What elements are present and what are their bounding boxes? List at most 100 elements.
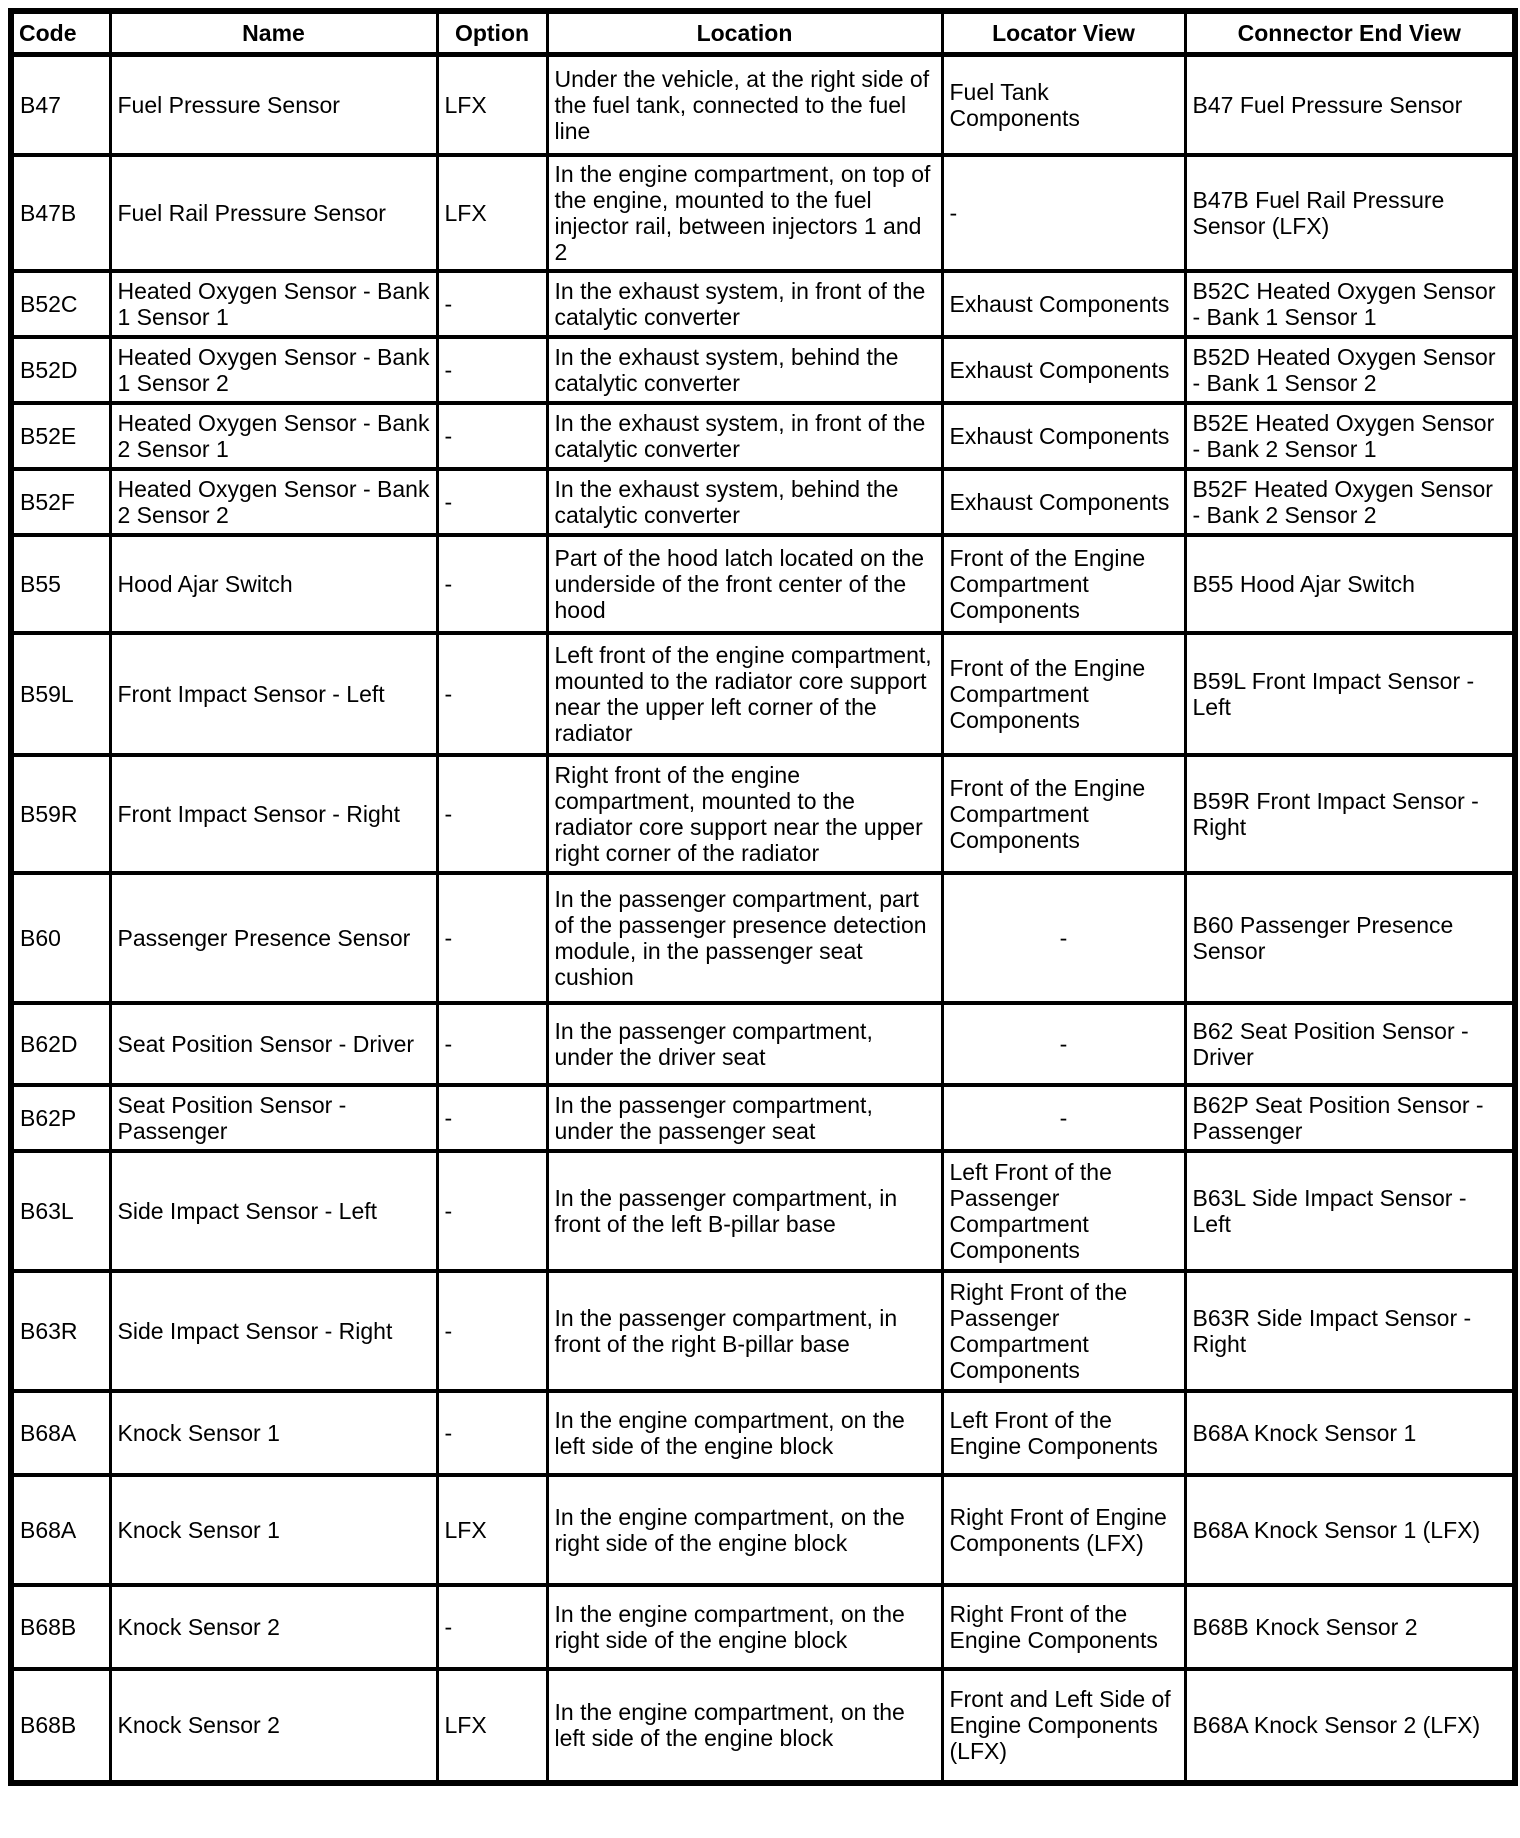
name-cell: Heated Oxygen Sensor - Bank 2 Sensor 2: [108, 466, 439, 537]
connector-end-view-cell: B59R Front Impact Sensor - Right: [1183, 752, 1517, 875]
option-cell: -: [435, 1082, 549, 1153]
option-cell: -: [435, 268, 549, 339]
connector-end-view-cell: B60 Passenger Presence Sensor: [1183, 870, 1517, 1005]
option-cell: -: [435, 334, 549, 405]
table-row: B47 Fuel Pressure Sensor LFX Under the vehi…: [9, 52, 1517, 157]
name-cell: Seat Position Sensor - Passenger: [108, 1082, 439, 1153]
location-cell: In the engine compartment, on top of the…: [545, 152, 944, 273]
name-cell: Side Impact Sensor - Right: [108, 1268, 439, 1393]
location-cell: Right front of the engine compartment, m…: [545, 752, 944, 875]
locator-view-cell: Right Front of Engine Components (LFX): [940, 1472, 1187, 1587]
option-cell: -: [435, 532, 549, 635]
locator-view-cell: -: [940, 1082, 1187, 1153]
connector-end-view-cell: B55 Hood Ajar Switch: [1183, 532, 1517, 635]
table-row: B52D Heated Oxygen Sensor - Bank 1 Sensor…: [9, 334, 1517, 405]
code-cell: B62P: [9, 1082, 112, 1153]
column-header-code: Code: [9, 9, 112, 57]
name-cell: Fuel Pressure Sensor: [108, 52, 439, 157]
option-cell: -: [435, 1582, 549, 1671]
table-row: B52E Heated Oxygen Sensor - Bank 2 Sensor…: [9, 400, 1517, 471]
connector-end-view-cell: B63R Side Impact Sensor - Right: [1183, 1268, 1517, 1393]
location-cell: In the passenger compartment, part of th…: [545, 870, 944, 1005]
location-cell: In the exhaust system, behind the cataly…: [545, 334, 944, 405]
table-row: B68B Knock Sensor 2- In the engine compart…: [9, 1582, 1517, 1671]
locator-view-cell: -: [940, 152, 1187, 273]
connector-end-view-cell: B62 Seat Position Sensor - Driver: [1183, 1000, 1517, 1087]
code-cell: B68B: [9, 1666, 112, 1785]
locator-view-cell: Exhaust Components: [940, 400, 1187, 471]
locator-view-cell: Exhaust Components: [940, 466, 1187, 537]
option-cell: LFX: [435, 1472, 549, 1587]
code-cell: B52E: [9, 400, 112, 471]
option-cell: LFX: [435, 52, 549, 157]
name-cell: Knock Sensor 2: [108, 1582, 439, 1671]
option-cell: -: [435, 752, 549, 875]
column-header-location: Location: [545, 9, 944, 57]
connector-end-view-cell: B52D Heated Oxygen Sensor - Bank 1 Senso…: [1183, 334, 1517, 405]
connector-end-view-cell: B52C Heated Oxygen Sensor - Bank 1 Senso…: [1183, 268, 1517, 339]
code-cell: B68A: [9, 1388, 112, 1477]
sensor-connector-table: Code Name Option Location Locator View C…: [8, 8, 1518, 1786]
option-cell: -: [435, 1000, 549, 1087]
table-body: B47 Fuel Pressure Sensor LFX Under the vehi…: [9, 52, 1517, 1785]
table-row: B59L Front Impact Sensor - Left - Left fron…: [9, 630, 1517, 757]
name-cell: Fuel Rail Pressure Sensor: [108, 152, 439, 273]
column-header-name: Name: [108, 9, 439, 57]
name-cell: Knock Sensor 1: [108, 1472, 439, 1587]
table-row: B68A Knock Sensor 1- In the engine compart…: [9, 1388, 1517, 1477]
option-cell: -: [435, 1148, 549, 1273]
column-header-option: Option: [435, 9, 549, 57]
connector-end-view-cell: B63L Side Impact Sensor - Left: [1183, 1148, 1517, 1273]
locator-view-cell: Exhaust Components: [940, 334, 1187, 405]
option-cell: -: [435, 870, 549, 1005]
code-cell: B59R: [9, 752, 112, 875]
connector-end-view-cell: B68A Knock Sensor 2 (LFX): [1183, 1666, 1517, 1785]
option-cell: -: [435, 400, 549, 471]
locator-view-cell: Front of the Engine Compartment Componen…: [940, 752, 1187, 875]
locator-view-cell: Front of the Engine Compartment Componen…: [940, 532, 1187, 635]
name-cell: Knock Sensor 1: [108, 1388, 439, 1477]
code-cell: B55: [9, 532, 112, 635]
option-cell: -: [435, 1388, 549, 1477]
name-cell: Passenger Presence Sensor: [108, 870, 439, 1005]
table-row: B63R Side Impact Sensor - Right - In the pa…: [9, 1268, 1517, 1393]
table-row: B62P Seat Position Sensor - Passenger - In …: [9, 1082, 1517, 1153]
code-cell: B63L: [9, 1148, 112, 1273]
location-cell: In the engine compartment, on the left s…: [545, 1666, 944, 1785]
table-row: B52F Heated Oxygen Sensor - Bank 2 Sensor…: [9, 466, 1517, 537]
locator-view-cell: Front and Left Side of Engine Components…: [940, 1666, 1187, 1785]
connector-end-view-cell: B68B Knock Sensor 2: [1183, 1582, 1517, 1671]
location-cell: In the engine compartment, on the left s…: [545, 1388, 944, 1477]
option-cell: LFX: [435, 152, 549, 273]
location-cell: In the exhaust system, in front of the c…: [545, 268, 944, 339]
name-cell: Front Impact Sensor - Right: [108, 752, 439, 875]
connector-end-view-cell: B62P Seat Position Sensor - Passenger: [1183, 1082, 1517, 1153]
table-row: B55 Hood Ajar Switch - Part of the hood lat…: [9, 532, 1517, 635]
table-row: B68A Knock Sensor 1 LFX In the engine compa…: [9, 1472, 1517, 1587]
connector-end-view-cell: B68A Knock Sensor 1: [1183, 1388, 1517, 1477]
header-row: Code Name Option Location Locator View C…: [9, 9, 1517, 57]
name-cell: Seat Position Sensor - Driver: [108, 1000, 439, 1087]
table-row: B68B Knock Sensor 2 LFX In the engine compa…: [9, 1666, 1517, 1785]
name-cell: Heated Oxygen Sensor - Bank 1 Sensor 1: [108, 268, 439, 339]
locator-view-cell: Exhaust Components: [940, 268, 1187, 339]
name-cell: Heated Oxygen Sensor - Bank 1 Sensor 2: [108, 334, 439, 405]
option-cell: -: [435, 466, 549, 537]
option-cell: LFX: [435, 1666, 549, 1785]
code-cell: B62D: [9, 1000, 112, 1087]
connector-end-view-cell: B68A Knock Sensor 1 (LFX): [1183, 1472, 1517, 1587]
connector-end-view-cell: B52E Heated Oxygen Sensor - Bank 2 Senso…: [1183, 400, 1517, 471]
connector-end-view-cell: B47B Fuel Rail Pressure Sensor (LFX): [1183, 152, 1517, 273]
table-row: B47B Fuel Rail Pressure Sensor LFX In the e…: [9, 152, 1517, 273]
connector-end-view-cell: B47 Fuel Pressure Sensor: [1183, 52, 1517, 157]
code-cell: B52F: [9, 466, 112, 537]
code-cell: B47B: [9, 152, 112, 273]
location-cell: In the passenger compartment, in front o…: [545, 1148, 944, 1273]
code-cell: B47: [9, 52, 112, 157]
location-cell: Left front of the engine compartment, mo…: [545, 630, 944, 757]
name-cell: Heated Oxygen Sensor - Bank 2 Sensor 1: [108, 400, 439, 471]
code-cell: B52D: [9, 334, 112, 405]
table-row: B52C Heated Oxygen Sensor - Bank 1 Sensor…: [9, 268, 1517, 339]
locator-view-cell: Left Front of the Engine Components: [940, 1388, 1187, 1477]
